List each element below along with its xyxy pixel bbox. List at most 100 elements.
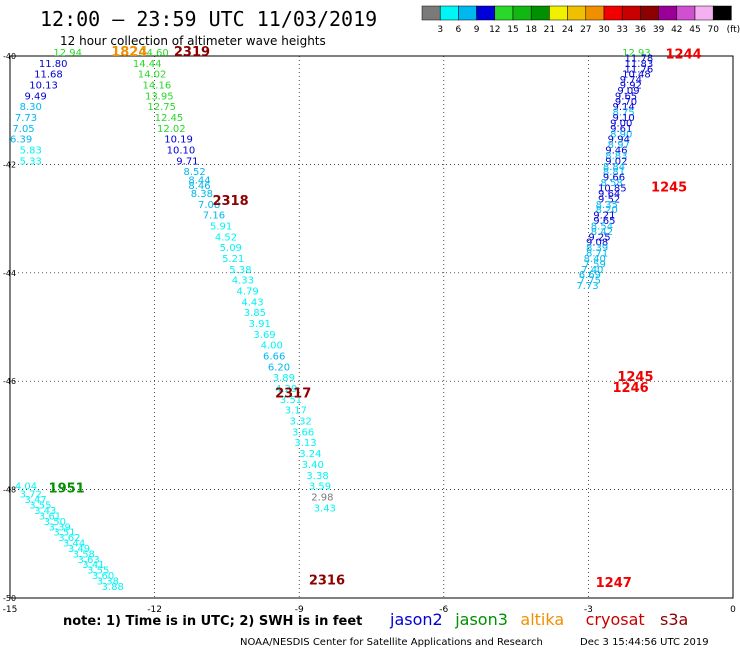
wave-height-label: 12.94 [53, 48, 82, 59]
wave-height-label: 6.39 [10, 135, 32, 146]
legend-entry: cryosat [586, 610, 645, 629]
colorbar-swatch [694, 5, 714, 21]
footnote: note: 1) Time is in UTC; 2) SWH is in fe… [63, 614, 362, 629]
generated-timestamp: Dec 3 15:44:56 UTC 2019 [580, 637, 709, 648]
wave-height-label: 9.09 [617, 86, 639, 97]
wave-height-label: 9.61 [610, 124, 632, 135]
pass-time-label: 2316 [309, 573, 345, 588]
wave-height-label: 3.50 [44, 517, 66, 528]
wave-height-label: 3.88 [102, 582, 124, 593]
pass-time-label: 1247 [596, 576, 632, 591]
wave-height-label: 14.60 [140, 48, 169, 59]
wave-height-label: 7.73 [576, 281, 598, 292]
colorbar-tick-label: 9 [474, 25, 480, 35]
wave-height-label: 12.93 [622, 48, 651, 59]
chart-subtitle: 12 hour collection of altimeter wave hei… [60, 34, 326, 48]
legend-entry: altika [520, 610, 564, 629]
wave-height-label: 3.66 [292, 427, 314, 438]
wave-height-label: 11.78 [625, 53, 654, 64]
y-tick-label: -44 [3, 269, 16, 278]
wave-height-label: 5.09 [220, 243, 242, 254]
x-tick-label: -9 [295, 605, 304, 615]
wave-height-label: 3.55 [29, 501, 51, 512]
wave-height-label: 3.89 [273, 373, 295, 384]
wave-height-label: 9.94 [608, 135, 630, 146]
wave-height-label: 3.59 [309, 482, 331, 493]
wave-height-label: 10.10 [167, 146, 196, 157]
wave-height-label: 3.63 [77, 555, 99, 566]
wave-height-label: 5.91 [210, 221, 232, 232]
wave-height-label: 9.52 [598, 194, 620, 205]
y-tick-label: -40 [3, 52, 16, 61]
wave-height-label: 3.51 [280, 395, 302, 406]
wave-height-label: 5.83 [20, 146, 42, 157]
wave-height-label: 8.39 [586, 243, 608, 254]
colorbar-swatch [494, 5, 514, 21]
wave-height-label: 3.49 [68, 544, 90, 555]
colorbar-swatch [476, 5, 496, 21]
wave-height-label: 4.79 [237, 286, 259, 297]
colorbar-swatch [585, 5, 605, 21]
wave-height-label: 9.64 [598, 189, 620, 200]
wave-height-label: 7.08 [198, 200, 220, 211]
wave-height-label: 3.85 [244, 308, 266, 319]
wave-height-label: 8.30 [20, 102, 42, 113]
pass-time-label: 1951 [49, 481, 85, 496]
wave-height-label: 9.70 [615, 97, 637, 108]
wave-height-label: 14.16 [143, 81, 172, 92]
pass-time-label: 1245 [617, 370, 653, 385]
wave-height-label: 3.38 [97, 576, 119, 587]
wave-height-label: 3.61 [39, 511, 61, 522]
colorbar-tick-label: 42 [671, 25, 682, 35]
wave-height-label: 4.04 [15, 482, 37, 493]
colorbar-swatch [439, 5, 459, 21]
wave-height-label: 4.29 [275, 384, 297, 395]
wave-height-label: 3.13 [294, 438, 316, 449]
wave-height-label: 10.85 [598, 184, 627, 195]
wave-height-label: 9.00 [610, 118, 632, 129]
colorbar-swatch [640, 5, 659, 21]
colorbar-swatch [549, 5, 568, 21]
wave-height-points: 12.9411.8011.6810.139.498.307.737.056.39… [10, 48, 653, 593]
wave-height-label: 8.84 [603, 162, 625, 173]
wave-height-label: 11.80 [39, 59, 68, 70]
wave-height-label: 8.81 [603, 167, 625, 178]
colorbar-swatch [530, 5, 550, 21]
wave-height-label: 5.21 [222, 254, 244, 265]
wave-height-label: 9.65 [615, 91, 637, 102]
colorbar-swatch [567, 5, 587, 21]
x-tick-label: 0 [730, 605, 736, 615]
x-tick-label: -6 [439, 605, 448, 615]
wave-height-label: 14.02 [138, 70, 167, 81]
wave-height-label: 9.71 [176, 156, 198, 167]
axis-ticks: -15 -12 -9 -6 -3 0 -40 -42 -44 -46 -48 -50 [3, 52, 736, 615]
wave-height-label: 3.32 [290, 417, 312, 428]
wave-height-label: 8.44 [188, 175, 210, 186]
plot-frame [9, 55, 734, 599]
wave-height-label: 4.52 [215, 232, 237, 243]
colorbar-tick-label: 3 [437, 25, 443, 35]
wave-height-label: 8.58 [600, 178, 622, 189]
colorbar-swatch [421, 5, 441, 21]
wave-height-label: 10.48 [622, 70, 651, 81]
wave-height-label: 3.38 [306, 471, 328, 482]
wave-height-label: 7.40 [581, 265, 603, 276]
gridlines [9, 55, 734, 599]
wave-height-label: 9.49 [24, 91, 46, 102]
credit-text: NOAA/NESDIS Center for Satellite Applica… [240, 637, 543, 648]
wave-height-label: 2.98 [311, 492, 333, 503]
wave-height-label: 8.42 [591, 227, 613, 238]
wave-height-label: 12.75 [147, 102, 176, 113]
wave-height-label: 4.00 [261, 341, 283, 352]
wave-height-label: 8.35 [596, 200, 618, 211]
pass-time-label: 2317 [275, 386, 311, 401]
wave-height-label: 3.47 [24, 495, 46, 506]
wave-height-label: 11.76 [625, 64, 654, 75]
colorbar-swatch [676, 5, 696, 21]
colorbar-swatch [603, 5, 623, 21]
wave-height-label: 8.46 [188, 181, 210, 192]
wave-height-label: 8.40 [584, 254, 606, 265]
wave-height-label: 5.38 [229, 265, 251, 276]
y-tick-label: -50 [3, 594, 16, 603]
x-tick-label: -3 [584, 605, 593, 615]
